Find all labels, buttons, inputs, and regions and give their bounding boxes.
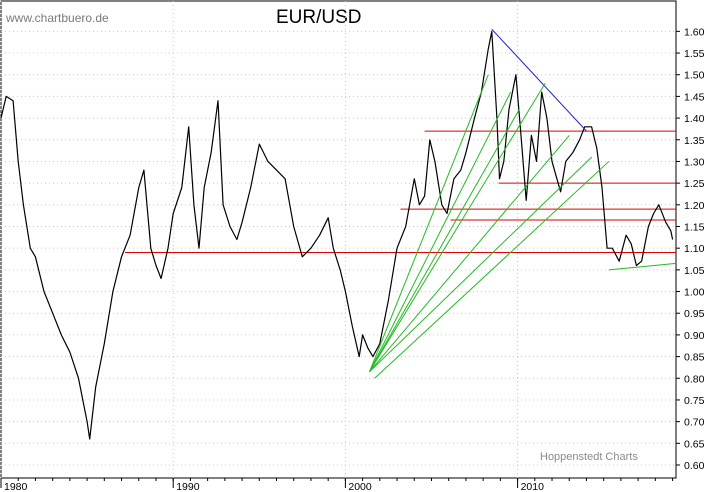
plot-border	[0, 0, 677, 479]
series-group	[0, 30, 674, 440]
trend-line	[369, 135, 570, 373]
y-tick-label: 1.45	[684, 91, 705, 103]
trend-line	[608, 262, 677, 271]
y-tick-label: 0.90	[684, 330, 705, 342]
y-axis: 0.60 0.65 0.70 0.75 0.80 0.85 0.90 0.95 1.00 1.05…	[676, 26, 705, 472]
trend-line	[369, 109, 520, 373]
support-resistance-lines	[124, 130, 676, 254]
y-tick-label: 0.65	[684, 438, 705, 450]
price-line	[0, 30, 674, 440]
x-tick-label: 1990	[176, 481, 200, 492]
x-tick-label: 2010	[521, 481, 545, 492]
y-tick-label: 1.60	[684, 26, 705, 38]
x-axis: 1980 1990 2000 2010	[0, 478, 674, 492]
y-tick-label: 1.30	[684, 156, 705, 168]
y-tick-label: 1.00	[684, 287, 705, 299]
y-tick-label: 0.75	[684, 395, 705, 407]
grid	[0, 1, 676, 478]
y-tick-label: 0.95	[684, 308, 705, 320]
y-tick-label: 0.70	[684, 417, 705, 429]
x-tick-label: 1980	[4, 481, 28, 492]
y-tick-label: 1.05	[684, 265, 705, 277]
y-tick-label: 1.55	[684, 48, 705, 60]
y-tick-label: 1.40	[684, 113, 705, 125]
trend-line	[369, 91, 512, 372]
y-tick-label: 0.60	[684, 460, 705, 472]
y-tick-label: 1.50	[684, 70, 705, 82]
credit: Hoppenstedt Charts	[540, 451, 638, 463]
y-tick-label: 1.35	[684, 135, 705, 147]
chart-title: EUR/USD	[276, 7, 362, 28]
y-tick-label: 1.25	[684, 178, 705, 190]
watermark: www.chartbuero.de	[6, 11, 109, 25]
trend-line	[369, 83, 546, 373]
trend-line	[369, 74, 489, 372]
y-tick-label: 0.80	[684, 373, 705, 385]
y-tick-label: 0.85	[684, 352, 705, 364]
x-tick-label: 2000	[348, 481, 372, 492]
trend-line	[374, 161, 610, 379]
y-tick-label: 1.20	[684, 200, 705, 212]
y-tick-label: 1.15	[684, 221, 705, 233]
trend-line	[369, 156, 592, 373]
trend-line	[491, 28, 587, 132]
trend-lines	[369, 28, 677, 379]
y-tick-label: 1.10	[684, 243, 705, 255]
